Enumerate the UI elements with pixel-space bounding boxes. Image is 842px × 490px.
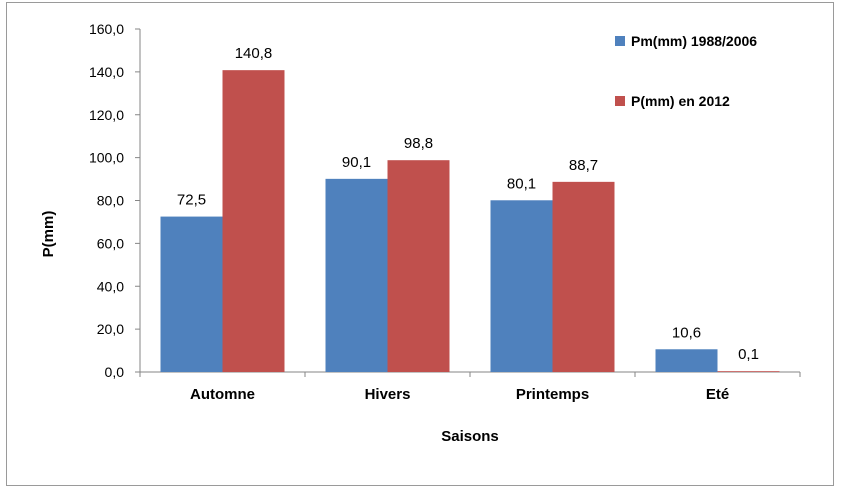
y-axis-title: P(mm)	[40, 211, 57, 258]
bars	[160, 70, 780, 372]
y-tick-label: 60,0	[97, 235, 124, 251]
bar	[160, 216, 223, 372]
y-tick-label: 120,0	[89, 107, 124, 123]
x-axis: Automne Hivers Printemps Eté	[139, 371, 801, 403]
data-labels: 72,5 90,1 80,1 10,6 140,8 98,8 88,7 0,1	[177, 45, 759, 363]
legend-label: P(mm) en 2012	[631, 93, 730, 109]
bar	[655, 349, 718, 372]
x-category-label: Hivers	[365, 386, 411, 403]
x-category-label: Eté	[706, 386, 729, 403]
bar	[387, 160, 450, 372]
legend-label: Pm(mm) 1988/2006	[631, 33, 757, 49]
data-label: 80,1	[507, 175, 536, 192]
x-category-label: Printemps	[516, 386, 589, 403]
data-label: 88,7	[569, 157, 598, 174]
data-label: 140,8	[235, 45, 273, 62]
y-tick-label: 20,0	[97, 321, 124, 337]
legend-swatch	[615, 96, 625, 106]
bar	[222, 70, 285, 372]
bar	[717, 371, 780, 372]
data-label: 98,8	[404, 135, 433, 152]
legend: Pm(mm) 1988/2006 P(mm) en 2012	[615, 33, 757, 109]
y-tick-label: 100,0	[89, 150, 124, 166]
y-tick-label: 40,0	[97, 278, 124, 294]
data-label: 0,1	[738, 346, 759, 363]
y-tick-label: 80,0	[97, 193, 124, 209]
legend-swatch	[615, 36, 625, 46]
bar	[490, 200, 553, 372]
data-label: 10,6	[672, 324, 701, 341]
x-category-label: Automne	[190, 386, 255, 403]
y-tick-label: 160,0	[89, 21, 124, 37]
y-tick-label: 0,0	[105, 364, 125, 380]
x-axis-title: Saisons	[441, 428, 499, 445]
data-label: 72,5	[177, 192, 206, 209]
data-label: 90,1	[342, 154, 371, 171]
bar	[325, 178, 388, 372]
y-axis: 0,0 20,0 40,0 60,0 80,0 100,0 120,0 140,0 160,0	[89, 21, 141, 380]
y-tick-label: 140,0	[89, 64, 124, 80]
bar	[552, 181, 615, 372]
